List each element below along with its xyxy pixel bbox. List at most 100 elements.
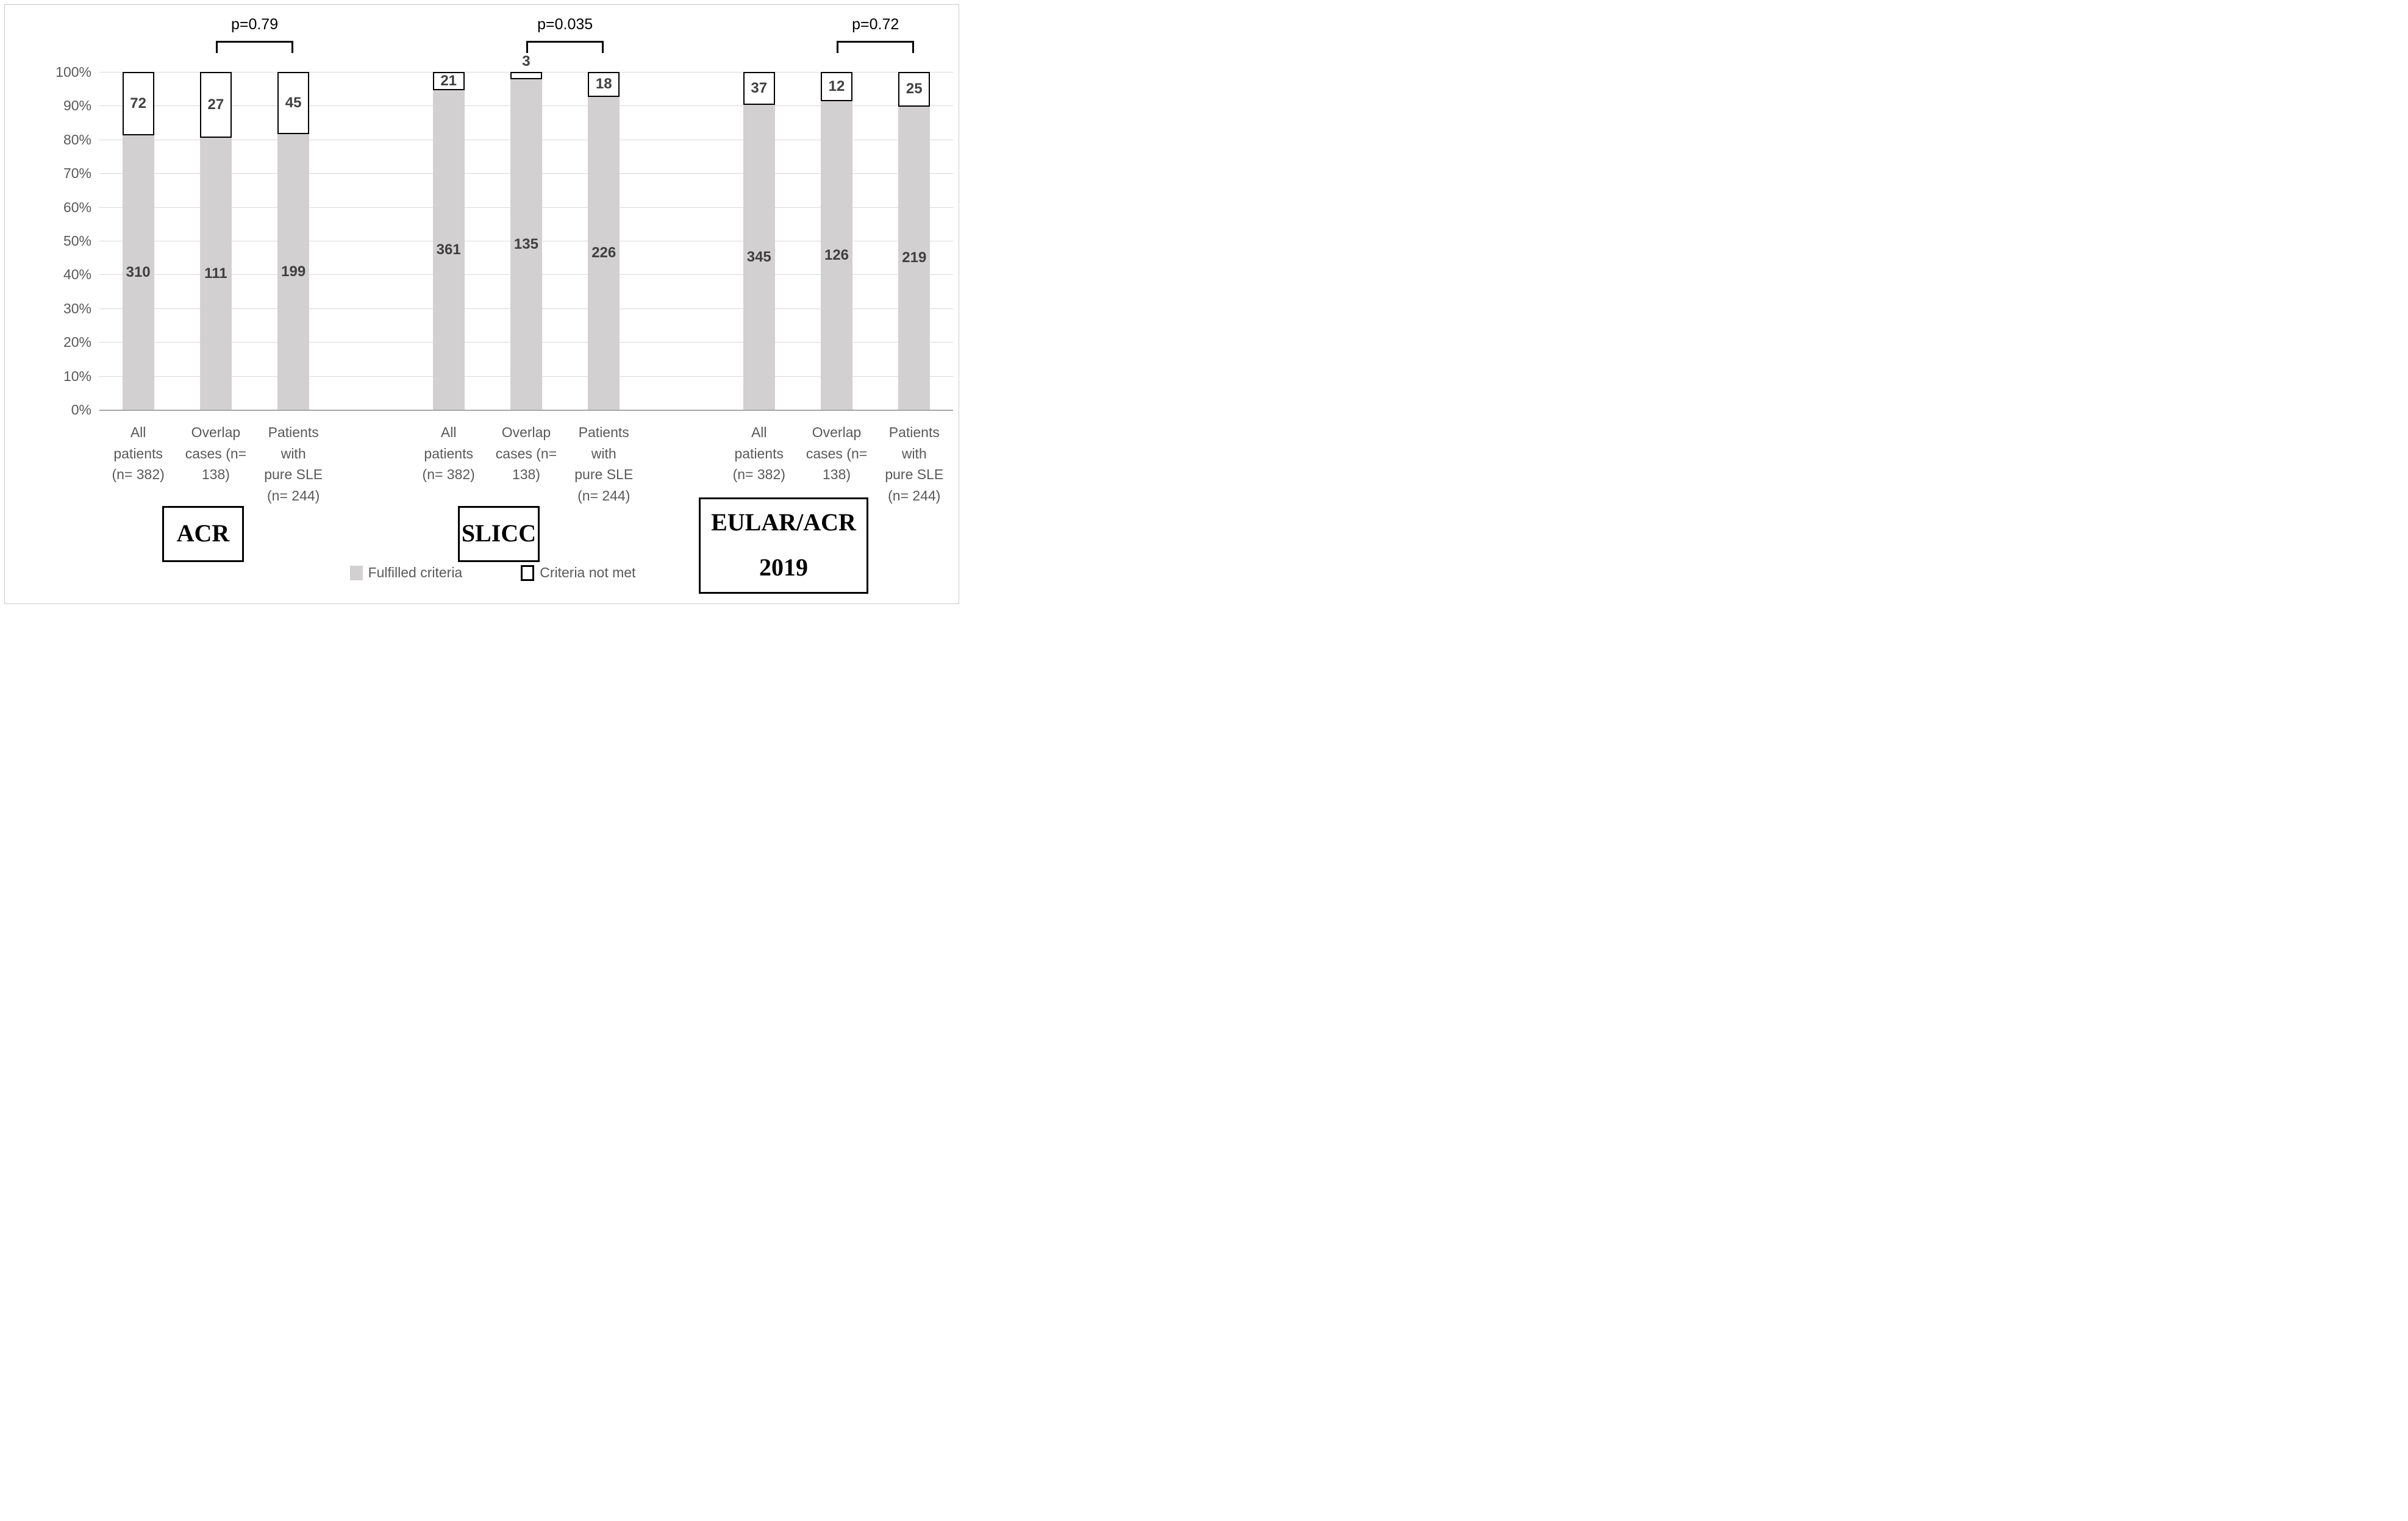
bar-cell: 126 12 bbox=[798, 72, 875, 410]
y-tick-label: 60% bbox=[63, 199, 91, 215]
fulfilled-criteria-segment bbox=[122, 135, 154, 410]
stacked-bar: 361 21 bbox=[432, 72, 465, 410]
legend: Fulfilled criteria Criteria not met bbox=[11, 565, 963, 581]
stacked-bar: 135 3 bbox=[510, 53, 543, 410]
criteria-not-met-segment bbox=[432, 72, 465, 91]
fulfilled-criteria-segment bbox=[432, 90, 465, 410]
legend-label: Criteria not met bbox=[540, 565, 636, 580]
x-category-label: Overlap cases (n= 138) bbox=[495, 424, 557, 482]
significance-bracket bbox=[215, 41, 294, 53]
y-tick-label: 50% bbox=[63, 233, 91, 249]
x-category-label: Patients with pure SLE (n= 244) bbox=[885, 424, 944, 504]
significance-bracket bbox=[526, 41, 604, 53]
y-tick-label: 100% bbox=[55, 64, 91, 80]
p-value-label: p=0.79 bbox=[230, 16, 279, 33]
legend-label: Fulfilled criteria bbox=[368, 565, 463, 580]
x-axis-labels: All patients (n= 382) Overlap cases (n= 1… bbox=[99, 422, 953, 506]
criteria-not-met-segment bbox=[743, 72, 775, 105]
y-tick-label: 80% bbox=[63, 131, 91, 148]
y-tick-label: 20% bbox=[63, 334, 91, 351]
x-category-label: Patients with pure SLE (n= 244) bbox=[264, 424, 323, 504]
plot-area: 310 72 111 27 199 45 361 21 135 3 226 18 345 37 126 12 2… bbox=[99, 16, 953, 411]
criteria-not-met-segment bbox=[588, 72, 620, 97]
not-met-count-label: 72 bbox=[130, 95, 146, 112]
bar-cell: 345 37 bbox=[720, 72, 798, 410]
fulfilled-criteria-segment bbox=[743, 104, 775, 410]
not-met-count-label-outside: 3 bbox=[522, 53, 531, 69]
fulfilled-count-label: 111 bbox=[204, 265, 227, 282]
spacer-cell bbox=[643, 422, 720, 506]
fulfilled-count-label: 126 bbox=[824, 247, 849, 264]
fulfilled-count-label: 310 bbox=[126, 264, 151, 281]
fulfilled-count-label: 345 bbox=[746, 248, 771, 265]
stacked-bar-chart-figure: 100% 90% 80% 70% 60% 50% 40% 30% 20% 10% 0% 310 72 1… bbox=[0, 0, 963, 608]
p-value-label: p=0.035 bbox=[537, 16, 593, 33]
fulfilled-criteria-segment bbox=[820, 101, 853, 410]
spacer-cell bbox=[643, 72, 720, 410]
group-box-eular-acr-2019: EULAR/ACR 2019 bbox=[699, 497, 868, 594]
x-category-label: All patients (n= 382) bbox=[422, 424, 475, 482]
stacked-bar: 111 27 bbox=[199, 72, 232, 410]
fulfilled-count-label: 199 bbox=[281, 263, 306, 280]
fulfilled-count-label: 361 bbox=[436, 241, 461, 258]
stacked-bar: 219 25 bbox=[898, 72, 931, 410]
stacked-bar: 126 12 bbox=[820, 72, 853, 410]
criteria-not-met-segment bbox=[820, 72, 853, 102]
not-met-count-label: 18 bbox=[595, 76, 612, 93]
criteria-not-met-segment bbox=[898, 72, 931, 107]
fulfilled-criteria-segment bbox=[588, 96, 620, 410]
bar-cell: 226 18 bbox=[565, 72, 643, 410]
stacked-bar: 199 45 bbox=[277, 72, 310, 410]
y-tick-label: 10% bbox=[63, 368, 91, 384]
fulfilled-criteria-swatch-icon bbox=[349, 565, 363, 580]
y-tick-label: 40% bbox=[63, 266, 91, 283]
not-met-count-label: 37 bbox=[751, 79, 768, 96]
y-tick-label: 30% bbox=[63, 300, 91, 316]
fulfilled-count-label: 135 bbox=[513, 236, 538, 253]
not-met-count-label: 12 bbox=[828, 78, 845, 95]
criteria-not-met-segment bbox=[277, 72, 310, 135]
p-value-label: p=0.72 bbox=[852, 16, 899, 33]
criteria-not-met-segment bbox=[510, 72, 543, 80]
fulfilled-criteria-segment bbox=[510, 79, 543, 410]
bar-cell: 361 21 bbox=[410, 72, 487, 410]
bar-cell: 310 72 bbox=[99, 72, 177, 410]
x-category-label: Patients with pure SLE (n= 244) bbox=[574, 424, 634, 504]
criteria-not-met-swatch-icon bbox=[521, 565, 535, 581]
fulfilled-criteria-segment bbox=[898, 106, 931, 410]
not-met-count-label: 27 bbox=[207, 96, 224, 113]
legend-item-fulfilled: Fulfilled criteria bbox=[349, 565, 463, 581]
x-axis-baseline bbox=[99, 410, 953, 411]
bar-cell: 219 25 bbox=[876, 72, 953, 410]
spacer-cell bbox=[332, 422, 410, 506]
not-met-count-label: 45 bbox=[285, 94, 302, 112]
significance-bracket bbox=[837, 41, 915, 53]
bars-row: 310 72 111 27 199 45 361 21 135 3 226 18 345 37 126 12 2… bbox=[99, 53, 953, 410]
bar-cell: 111 27 bbox=[177, 72, 254, 410]
x-category-label: Overlap cases (n= 138) bbox=[806, 424, 868, 482]
spacer-cell bbox=[332, 72, 410, 410]
bar-cell: 135 3 bbox=[487, 53, 565, 410]
stacked-bar: 310 72 bbox=[122, 72, 154, 410]
fulfilled-criteria-segment bbox=[277, 134, 310, 410]
group-box-acr: ACR bbox=[162, 506, 244, 562]
not-met-count-label: 21 bbox=[440, 73, 457, 90]
criteria-not-met-segment bbox=[199, 72, 232, 138]
y-tick-label: 70% bbox=[63, 165, 91, 182]
legend-item-not-met: Criteria not met bbox=[521, 565, 635, 581]
fulfilled-count-label: 226 bbox=[591, 244, 616, 262]
y-axis: 100% 90% 80% 70% 60% 50% 40% 30% 20% 10% 0% bbox=[12, 0, 91, 608]
x-category-label: All patients (n= 382) bbox=[732, 424, 785, 482]
y-tick-label: 0% bbox=[71, 402, 91, 418]
fulfilled-count-label: 219 bbox=[902, 249, 927, 266]
group-box-slicc: SLICC bbox=[458, 506, 540, 562]
x-category-label: Overlap cases (n= 138) bbox=[185, 424, 247, 482]
bar-cell: 199 45 bbox=[255, 72, 332, 410]
criteria-not-met-segment bbox=[122, 72, 154, 136]
stacked-bar: 345 37 bbox=[743, 72, 775, 410]
stacked-bar: 226 18 bbox=[588, 72, 620, 410]
fulfilled-criteria-segment bbox=[199, 138, 232, 410]
not-met-count-label: 25 bbox=[906, 80, 923, 98]
y-tick-label: 90% bbox=[63, 98, 91, 114]
x-category-label: All patients (n= 382) bbox=[112, 424, 165, 482]
